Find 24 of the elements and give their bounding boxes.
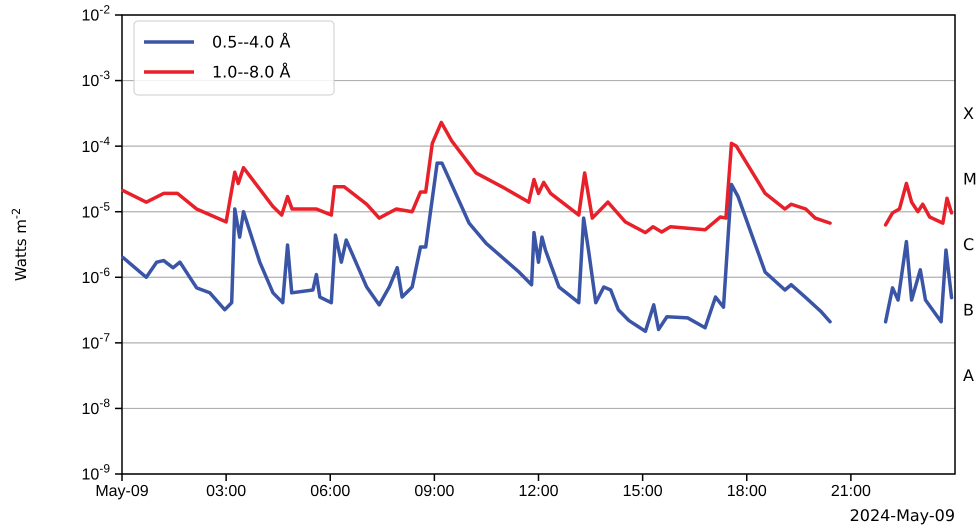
y-tick-label: 10$^{-3}$ bbox=[82, 68, 110, 90]
text: B bbox=[963, 300, 974, 320]
text: X bbox=[963, 104, 974, 123]
x-tick-label: 03:00 bbox=[206, 483, 246, 500]
text: M bbox=[963, 170, 977, 189]
text: 2024-May-09 bbox=[850, 506, 955, 525]
y-tick-label: 10$^{-5}$ bbox=[82, 199, 110, 222]
x-tick-label: 18:00 bbox=[726, 483, 767, 500]
y-tick-label: 10$^{-8}$ bbox=[82, 396, 110, 418]
x-tick-label: 06:00 bbox=[310, 483, 350, 500]
text: C bbox=[963, 235, 974, 254]
y-tick-label: 10$^{-2}$ bbox=[82, 2, 110, 25]
y-tick-label: 10$^{-4}$ bbox=[82, 134, 110, 156]
y-tick-label: 10$^{-9}$ bbox=[82, 462, 110, 484]
legend-label: 1.0--8.0 Å bbox=[212, 62, 291, 82]
legend-label: 0.5--4.0 Å bbox=[212, 32, 291, 52]
x-tick-label: 12:00 bbox=[518, 483, 559, 500]
y-tick-label: 10$^{-7}$ bbox=[82, 330, 110, 352]
text: A bbox=[963, 366, 974, 386]
x-tick-label: 09:00 bbox=[414, 483, 454, 500]
x-tick-label: May-09 bbox=[95, 483, 149, 500]
x-tick-label: 21:00 bbox=[830, 483, 871, 500]
x-tick-label: 15:00 bbox=[622, 483, 663, 500]
y-tick-label: 10$^{-6}$ bbox=[82, 264, 110, 287]
